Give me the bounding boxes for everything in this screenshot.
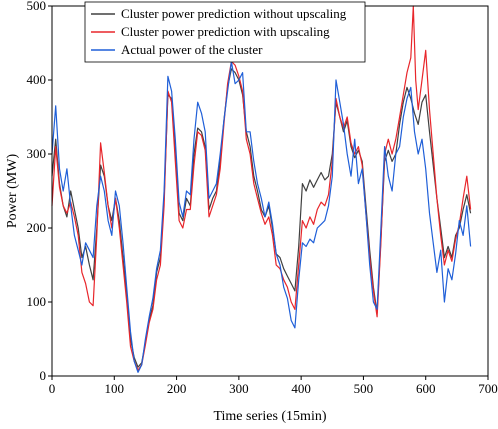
legend-label: Actual power of the cluster — [121, 42, 263, 57]
legend: Cluster power prediction without upscali… — [84, 1, 366, 63]
x-tick-label: 300 — [229, 381, 249, 396]
y-axis-title: Power (MW) — [5, 154, 20, 229]
x-tick-label: 500 — [354, 381, 374, 396]
y-tick-label: 400 — [27, 72, 47, 87]
legend-box — [84, 1, 366, 63]
y-tick-label: 500 — [27, 0, 47, 13]
x-tick-label: 100 — [105, 381, 125, 396]
y-tick-label: 300 — [27, 146, 47, 161]
x-tick-label: 700 — [478, 381, 498, 396]
x-tick-label: 400 — [291, 381, 311, 396]
y-axis: 0 100 200 300 400 500 — [27, 0, 52, 383]
plot-lines — [51, 5, 472, 373]
series-line-3 — [51, 60, 472, 373]
y-tick-label: 0 — [40, 368, 47, 383]
y-tick-label: 100 — [27, 294, 47, 309]
legend-label: Cluster power prediction without upscali… — [121, 6, 347, 21]
x-tick-label: 200 — [167, 381, 187, 396]
legend-label: Cluster power prediction with upscaling — [121, 24, 330, 39]
x-tick-label: 0 — [49, 381, 56, 396]
series-line-1 — [51, 68, 472, 368]
series-line-2 — [51, 5, 472, 371]
x-axis: 0 100 200 300 400 500 600 700 — [49, 376, 498, 396]
x-tick-label: 600 — [416, 381, 436, 396]
y-tick-label: 200 — [27, 220, 47, 235]
x-axis-title: Time series (15min) — [213, 409, 326, 424]
